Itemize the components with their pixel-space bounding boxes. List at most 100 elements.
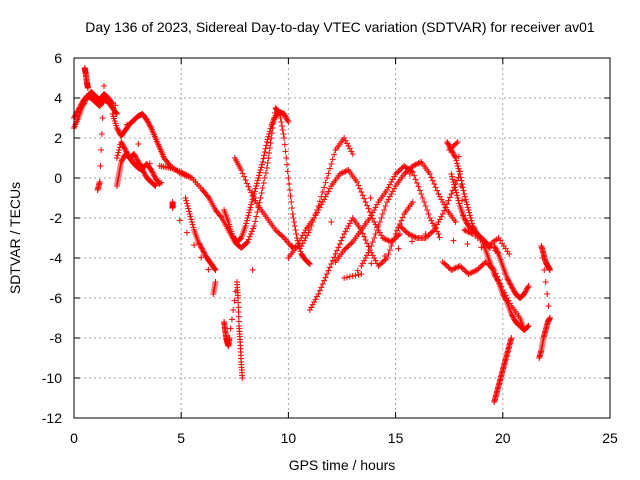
data-point (332, 251, 339, 257)
data-point-interp (429, 177, 436, 184)
data-point-interp (263, 142, 270, 149)
data-point-interp (98, 147, 105, 153)
data-point-interp (471, 225, 478, 232)
data-point-interp (371, 235, 378, 241)
data-point (448, 267, 455, 273)
y-tick-label: 4 (54, 90, 62, 106)
data-point-interp (450, 237, 457, 244)
data-point-interp (444, 263, 451, 269)
data-point-interp (450, 151, 457, 157)
data-point-interp (243, 180, 250, 187)
data-point-interp (260, 180, 267, 186)
series-arc-d (156, 163, 251, 251)
data-point-interp (509, 312, 516, 319)
data-point-interp (284, 117, 291, 124)
data-point-interp (345, 243, 352, 249)
data-point-interp (507, 281, 514, 288)
data-point (96, 179, 103, 185)
data-point-interp (290, 215, 297, 221)
data-point (465, 271, 472, 277)
data-point-interp (449, 149, 456, 156)
data-point (435, 191, 442, 197)
data-point (323, 175, 330, 181)
data-point (506, 251, 513, 257)
data-point-interp (459, 197, 466, 204)
data-point-interp (365, 249, 372, 256)
data-point-interp (329, 257, 336, 264)
data-point-interp (457, 174, 464, 181)
data-point-interp (342, 245, 349, 252)
data-point-interp (372, 204, 379, 211)
data-point-interp (361, 233, 368, 240)
data-point (323, 271, 330, 277)
data-point-interp (359, 230, 366, 237)
data-point-interp (286, 181, 293, 187)
data-point-interp (355, 271, 362, 278)
data-point-interp (362, 255, 369, 261)
data-point-interp (267, 140, 274, 146)
data-point (499, 291, 506, 297)
data-point-interp (510, 315, 517, 321)
data-point (446, 147, 453, 153)
data-point-interp (277, 115, 284, 121)
data-point (525, 323, 532, 329)
data-point-interp (150, 171, 157, 177)
data-point (392, 171, 399, 177)
data-point (341, 275, 348, 281)
data-point-interp (279, 127, 286, 133)
data-point (199, 247, 206, 253)
data-point-interp (398, 165, 405, 172)
data-point (139, 167, 146, 173)
data-point-interp (78, 101, 85, 108)
data-point-interp (227, 325, 234, 332)
data-point-interp (121, 145, 128, 152)
data-point-interp (309, 301, 316, 308)
data-point-interp (256, 199, 263, 206)
series-arc-q (491, 243, 532, 301)
data-point-interp (183, 229, 190, 236)
data-point-interp (291, 219, 298, 225)
data-point-interp (252, 218, 259, 225)
data-point (306, 261, 313, 267)
data-point-interp (354, 267, 361, 274)
data-point-interp (328, 219, 335, 225)
data-point (422, 231, 429, 237)
data-point (152, 183, 159, 189)
data-point-interp (281, 141, 288, 148)
data-point-interp (253, 180, 260, 187)
grid-lines (74, 58, 610, 418)
data-point (281, 111, 288, 117)
data-point-interp (368, 243, 375, 249)
data-point-interp (243, 240, 250, 246)
data-point-interp (77, 103, 84, 109)
data-point-interp (243, 220, 250, 227)
data-point-interp (318, 201, 325, 208)
data-point-interp (509, 313, 516, 320)
data-point-interp (288, 199, 295, 205)
data-point (358, 263, 365, 269)
data-point-interp (342, 168, 349, 175)
data-point-interp (313, 209, 320, 216)
data-point-interp (453, 189, 460, 196)
data-point-interp (313, 293, 320, 300)
data-point-interp (376, 229, 383, 236)
series-cluster-late-right (536, 243, 553, 361)
data-point-interp (464, 220, 471, 227)
data-point-interp (416, 159, 423, 166)
data-point (268, 135, 275, 141)
data-point-interp (321, 277, 328, 284)
data-point-interp (308, 304, 315, 311)
y-tick-label: -4 (50, 250, 63, 266)
data-point-interp (364, 202, 371, 209)
data-point-interp (278, 123, 285, 129)
data-point-interp (116, 129, 123, 135)
series-arc-h (285, 167, 403, 261)
data-point-interp (504, 276, 511, 283)
data-point-interp (521, 289, 528, 296)
series-arc-f (221, 109, 292, 245)
data-point-interp (267, 125, 274, 132)
data-point-interp (445, 141, 452, 148)
data-point (239, 375, 246, 381)
data-point-interp (254, 177, 261, 184)
data-point-interp (445, 264, 452, 271)
